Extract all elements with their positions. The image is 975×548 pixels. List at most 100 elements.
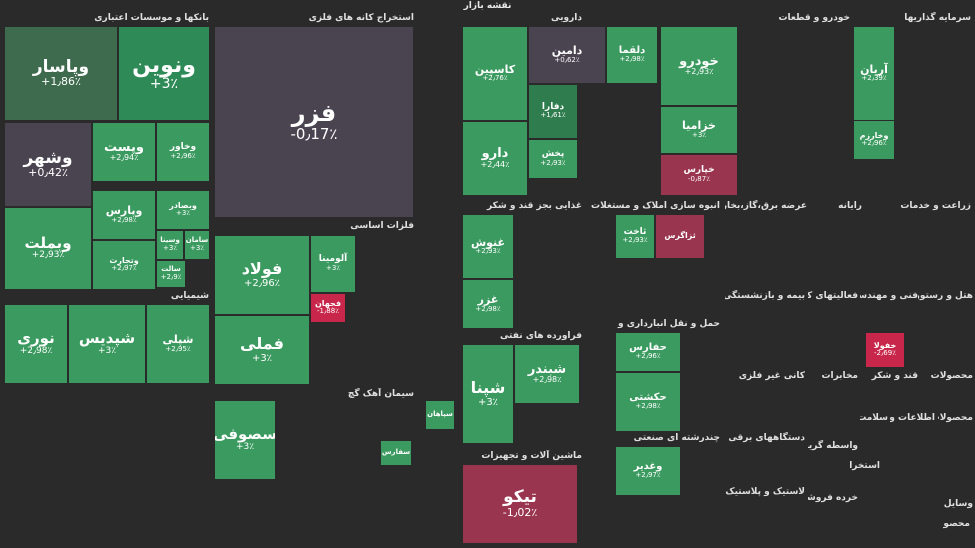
stock-tile[interactable]: آریان +2٫39٪: [853, 26, 895, 121]
stock-tile[interactable]: فملی +3٪: [214, 315, 310, 385]
sector-label-banks: بانکها و موسسات اعتباری: [94, 13, 209, 23]
stock-tile[interactable]: وپاسار +1٫86٪: [4, 26, 118, 121]
stock-tile[interactable]: دفارا +1٫61٪: [528, 84, 578, 139]
stock-symbol: سپاهان: [427, 410, 453, 419]
stock-tile[interactable]: وبملت +2٫93٪: [4, 207, 92, 290]
stock-tile[interactable]: سپاهان: [425, 400, 455, 430]
stock-tile[interactable]: دارو +2٫44٪: [462, 121, 528, 196]
stock-change: +2٫98٪: [475, 304, 501, 313]
stock-tile[interactable]: سصوفی +3٪: [214, 400, 276, 480]
stock-symbol: شپنا: [470, 378, 506, 398]
sector-label-products2: محصولات: [938, 413, 973, 423]
sector-label-pharma: دارویی: [551, 13, 582, 23]
stock-symbol: نوری: [17, 329, 55, 348]
stock-change: +3٪: [235, 441, 255, 452]
stock-tile[interactable]: وغدیر +2٫97٪: [615, 446, 681, 496]
stock-symbol: فجهان: [314, 298, 342, 308]
stock-change: +2٫96٪: [635, 352, 661, 361]
stock-change: +2٫97٪: [635, 471, 661, 480]
stock-symbol: غنوش: [470, 235, 506, 249]
sector-label-computer: رایانه: [838, 201, 862, 211]
stock-tile[interactable]: حفارس +2٫96٪: [615, 332, 681, 372]
stock-change: +1٫61٪: [540, 111, 566, 120]
stock-tile[interactable]: وخاور +2٫96٪: [156, 122, 210, 182]
stock-tile[interactable]: آلومینا +3٪: [310, 235, 356, 293]
stock-change: +2٫9٪: [160, 272, 182, 281]
stock-tile[interactable]: شپلی +2٫95٪: [146, 304, 210, 384]
stock-change: +3٪: [162, 243, 178, 252]
stock-tile[interactable]: فولاد +2٫96٪: [214, 235, 310, 315]
stock-change: -2٫69٪: [874, 349, 896, 358]
stock-change: +3٪: [189, 243, 205, 252]
sector-label-misc: محصو: [943, 519, 970, 529]
stock-tile[interactable]: فزر -0٫17٪: [214, 26, 414, 218]
stock-tile[interactable]: وتجارت +2٫97٪: [92, 240, 156, 290]
stock-symbol: وغدیر: [633, 460, 663, 472]
stock-tile[interactable]: شبندر +2٫98٪: [514, 344, 580, 404]
stock-tile[interactable]: وپست +2٫94٪: [92, 122, 156, 182]
sector-label-multi: چندرشته ای صنعتی: [633, 433, 720, 443]
stock-tile[interactable]: وسینا +3٪: [156, 230, 184, 260]
stock-tile[interactable]: سالت +2٫9٪: [156, 260, 186, 288]
stock-change: +3٪: [97, 345, 117, 356]
sector-label-electric: دستگاههای برقی: [728, 433, 805, 443]
sector-label-insurance: بیمه و بازنشستگی: [725, 291, 805, 301]
stock-tile[interactable]: وخارزم +2٫96٪: [853, 120, 895, 160]
stock-change: +2٫98٪: [635, 402, 661, 411]
stock-tile[interactable]: خفولا -2٫69٪: [865, 332, 905, 368]
stock-symbol: فملی: [240, 334, 284, 354]
sector-label-transport: حمل و نقل انبارداری و: [618, 319, 720, 329]
stock-tile[interactable]: ثاخت +2٫93٪: [615, 214, 655, 259]
stock-tile[interactable]: کاسپین +2٫76٪: [462, 26, 528, 121]
stock-symbol: وپست: [104, 139, 144, 155]
stock-tile[interactable]: وپارس +2٫98٪: [92, 190, 156, 240]
stock-tile[interactable]: خپارس -0٫87٪: [660, 154, 738, 196]
stock-symbol: تیکو: [503, 487, 537, 508]
stock-symbol: سفارس: [381, 448, 411, 457]
stock-change: -0٫87٪: [688, 174, 710, 183]
stock-change: -1٫02٪: [502, 505, 538, 519]
stock-tile[interactable]: دلقما +2٫98٪: [606, 26, 658, 84]
stock-tile[interactable]: پخش +2٫93٪: [528, 139, 578, 179]
stock-tile[interactable]: خزامیا +3٪: [660, 106, 738, 154]
stock-tile[interactable]: سفارس: [380, 440, 412, 466]
stock-tile[interactable]: نوری +2٫98٪: [4, 304, 68, 384]
stock-symbol: وبصادر: [169, 200, 197, 210]
sector-label-aux: فعالیتهای کمکی: [808, 291, 858, 301]
sector-label-invest: سرمایه گذاریها: [904, 13, 971, 23]
stock-tile[interactable]: ونوین +3٪: [118, 26, 210, 121]
stock-tile[interactable]: تیکو -1٫02٪: [462, 464, 578, 544]
stock-tile[interactable]: حکشتی +2٫98٪: [615, 372, 681, 432]
stock-change: +2٫97٪: [111, 264, 137, 273]
stock-symbol: وشهر: [23, 147, 73, 168]
stock-symbol: خودرو: [679, 53, 719, 69]
stock-tile[interactable]: ثزاگرس: [655, 214, 705, 259]
stock-tile[interactable]: وشهر +0٫42٪: [4, 122, 92, 207]
sector-label-realestate: انبوه سازی املاک و مستغلات: [591, 201, 720, 211]
stock-tile[interactable]: شپدیس +3٪: [68, 304, 146, 384]
stock-tile[interactable]: وبصادر +3٪: [156, 190, 210, 230]
stock-tile[interactable]: غنوش +2٫93٪: [462, 214, 514, 279]
stock-symbol: خپارس: [683, 165, 715, 176]
stock-symbol: شپلی: [162, 333, 194, 347]
stock-change: -1٫88٪: [317, 307, 339, 316]
stock-tile[interactable]: خودرو +2٫93٪: [660, 26, 738, 106]
stock-tile[interactable]: فجهان -1٫88٪: [310, 293, 346, 323]
stock-change: +2٫93٪: [540, 158, 566, 167]
stock-symbol: شبندر: [527, 361, 567, 377]
stock-symbol: خزامیا: [682, 119, 716, 133]
stock-change: +3٪: [325, 263, 341, 272]
sector-label-intermed: واسطه گریهای: [808, 441, 858, 451]
stock-symbol: شپدیس: [78, 329, 136, 348]
stock-tile[interactable]: غزر +2٫98٪: [462, 279, 514, 329]
stock-change: +2٫39٪: [861, 74, 887, 83]
sector-label-chem: شیمیایی: [170, 291, 209, 301]
stock-symbol: وتجارت: [109, 255, 139, 265]
stock-tile[interactable]: دامین +0٫62٪: [528, 26, 606, 84]
sector-label-hotel: هتل و رستوران: [918, 291, 973, 301]
stock-tile[interactable]: سامان +3٪: [184, 230, 210, 260]
stock-change: +2٫98٪: [19, 345, 53, 356]
stock-symbol: دفارا: [541, 101, 565, 112]
stock-tile[interactable]: شپنا +3٪: [462, 344, 514, 444]
